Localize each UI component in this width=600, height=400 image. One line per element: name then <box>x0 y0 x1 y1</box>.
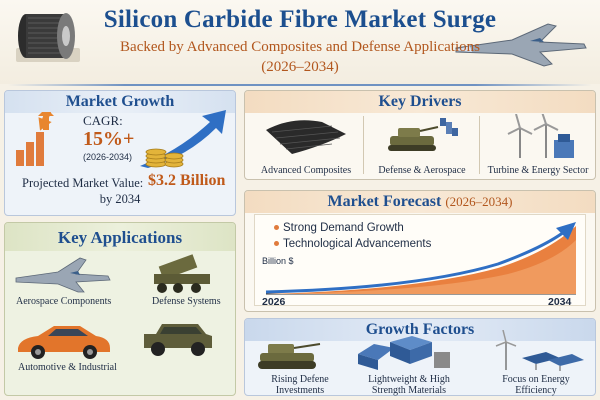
panel-title-bar <box>245 91 595 113</box>
market-forecast-title: Market Forecast (2026–2034) <box>245 193 595 211</box>
forecast-area-chart <box>265 222 576 295</box>
driver-defense-aerospace: Defense & Aerospace <box>364 114 480 176</box>
application-label: Defense Systems <box>152 296 221 307</box>
projected-value-label: Projected Market Value: <box>22 176 144 190</box>
legend-dot-icon <box>274 225 279 231</box>
driver-label: Defense & Aerospace <box>378 165 466 176</box>
jet-aircraft-icon <box>15 257 111 293</box>
legend-item: Technological Advancements <box>274 238 431 250</box>
axis-x-end: 2034 <box>548 296 572 308</box>
bar-growth-arrow-icon <box>16 112 54 166</box>
application-label: Automotive & Industrial <box>18 362 117 373</box>
forecast-title-years: (2026–2034) <box>445 194 513 209</box>
driver-advanced-composites: Advanced Composites <box>248 114 364 176</box>
fighter-jet-icon <box>454 23 587 67</box>
legend-dot-icon <box>274 241 279 247</box>
projected-by: by 2034 <box>99 192 141 206</box>
divider <box>479 116 480 174</box>
axis-x-start: 2026 <box>262 296 286 308</box>
sports-car-icon <box>18 326 110 359</box>
key-applications-panel: Key Applications <box>4 222 236 396</box>
panel-title-bar <box>5 91 235 113</box>
panel-title-bar <box>245 319 595 341</box>
growth-factor-label: Lightweight & High Strength Materials <box>368 374 450 396</box>
tank-satellite-icon <box>388 118 458 151</box>
material-panels-icon <box>358 336 450 370</box>
blue-growth-arrow-icon <box>140 110 226 168</box>
key-drivers-title: Key Drivers <box>378 93 462 110</box>
growth-factor-label: Rising Defene Investments <box>271 374 329 396</box>
axis-y-label: Billion $ <box>262 256 294 266</box>
carbon-fabric-icon <box>266 120 346 154</box>
header-divider <box>8 84 592 86</box>
projected-value: $3.2 Billion <box>148 172 226 189</box>
growth-factors-title: Growth Factors <box>365 321 475 338</box>
cagr-label: CAGR: <box>83 113 123 128</box>
tank-icon <box>258 343 321 369</box>
market-growth-title: Market Growth <box>65 93 175 110</box>
growth-factor-label: Focus on Energy Efficiency <box>502 374 570 396</box>
missile-launcher-icon <box>154 254 210 293</box>
page-title: Silicon Carbide Fibre Market Surge <box>103 6 497 33</box>
driver-turbine-energy: Turbine & Energy Sector <box>480 114 596 176</box>
legend-item: Strong Demand Growth <box>274 222 404 234</box>
driver-label: Advanced Composites <box>260 165 352 176</box>
driver-label: Turbine & Energy Sector <box>487 165 589 176</box>
wind-turbine-icon <box>507 114 574 158</box>
cagr-years: (2026-2034) <box>83 152 133 162</box>
panel-title-bar <box>245 191 595 213</box>
application-label: Aerospace Components <box>16 296 112 307</box>
key-applications-title: Key Applications <box>57 228 183 247</box>
panel-title-bar <box>5 223 235 251</box>
military-truck-icon <box>144 324 212 356</box>
solar-wind-icon <box>495 330 584 371</box>
forecast-title-main: Market Forecast <box>327 193 442 210</box>
fiber-spool-icon <box>16 13 80 62</box>
coin-stack-icon <box>145 148 184 168</box>
page-years: (2026–2034) <box>261 59 339 75</box>
page-subtitle: Backed by Advanced Composites and Defens… <box>120 39 480 55</box>
divider <box>363 116 364 174</box>
cagr-value: 15%+ <box>83 128 135 150</box>
